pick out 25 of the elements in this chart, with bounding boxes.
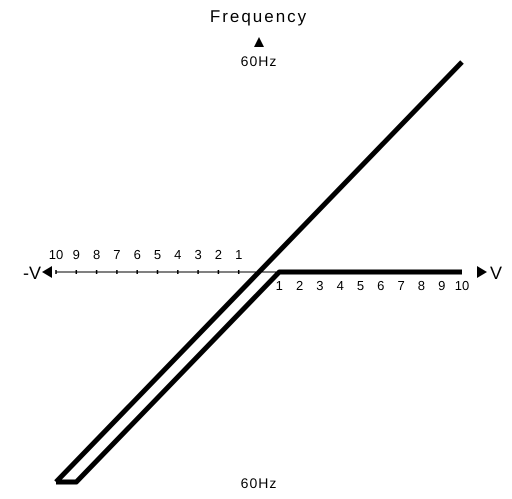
x-tick-label: 1	[235, 247, 242, 262]
x2-tick-label: 10	[454, 278, 470, 293]
x2-tick-label: 1	[276, 278, 283, 293]
y-tick-label: 60Hz	[240, 53, 278, 69]
x2-tick-label: 9	[438, 278, 446, 293]
x-tick-label: 3	[194, 247, 202, 262]
y-axis-title: Frequency	[210, 7, 308, 26]
x-tick-label: 5	[154, 247, 162, 262]
x-tick-label: 8	[92, 247, 100, 262]
x-tick-label: 7	[113, 247, 121, 262]
text: -V	[23, 263, 41, 283]
x2-tick-label: 8	[418, 278, 426, 293]
x2-tick-label: 2	[296, 278, 304, 293]
y-tick-label: 60Hz	[240, 475, 278, 491]
x2-tick-label: 4	[336, 278, 344, 293]
x2-tick-label: 5	[356, 278, 364, 293]
x-tick-label: 10	[48, 247, 64, 262]
x2-tick-label: 3	[316, 278, 324, 293]
x-tick-label: 6	[134, 247, 141, 262]
x2-tick-label: 6	[377, 278, 384, 293]
x-tick-label: 2	[214, 247, 222, 262]
x2-tick-label: 7	[397, 278, 405, 293]
x-axis-title: V	[490, 263, 502, 283]
x-tick-label: 9	[72, 247, 80, 262]
x-tick-label: 4	[174, 247, 182, 262]
